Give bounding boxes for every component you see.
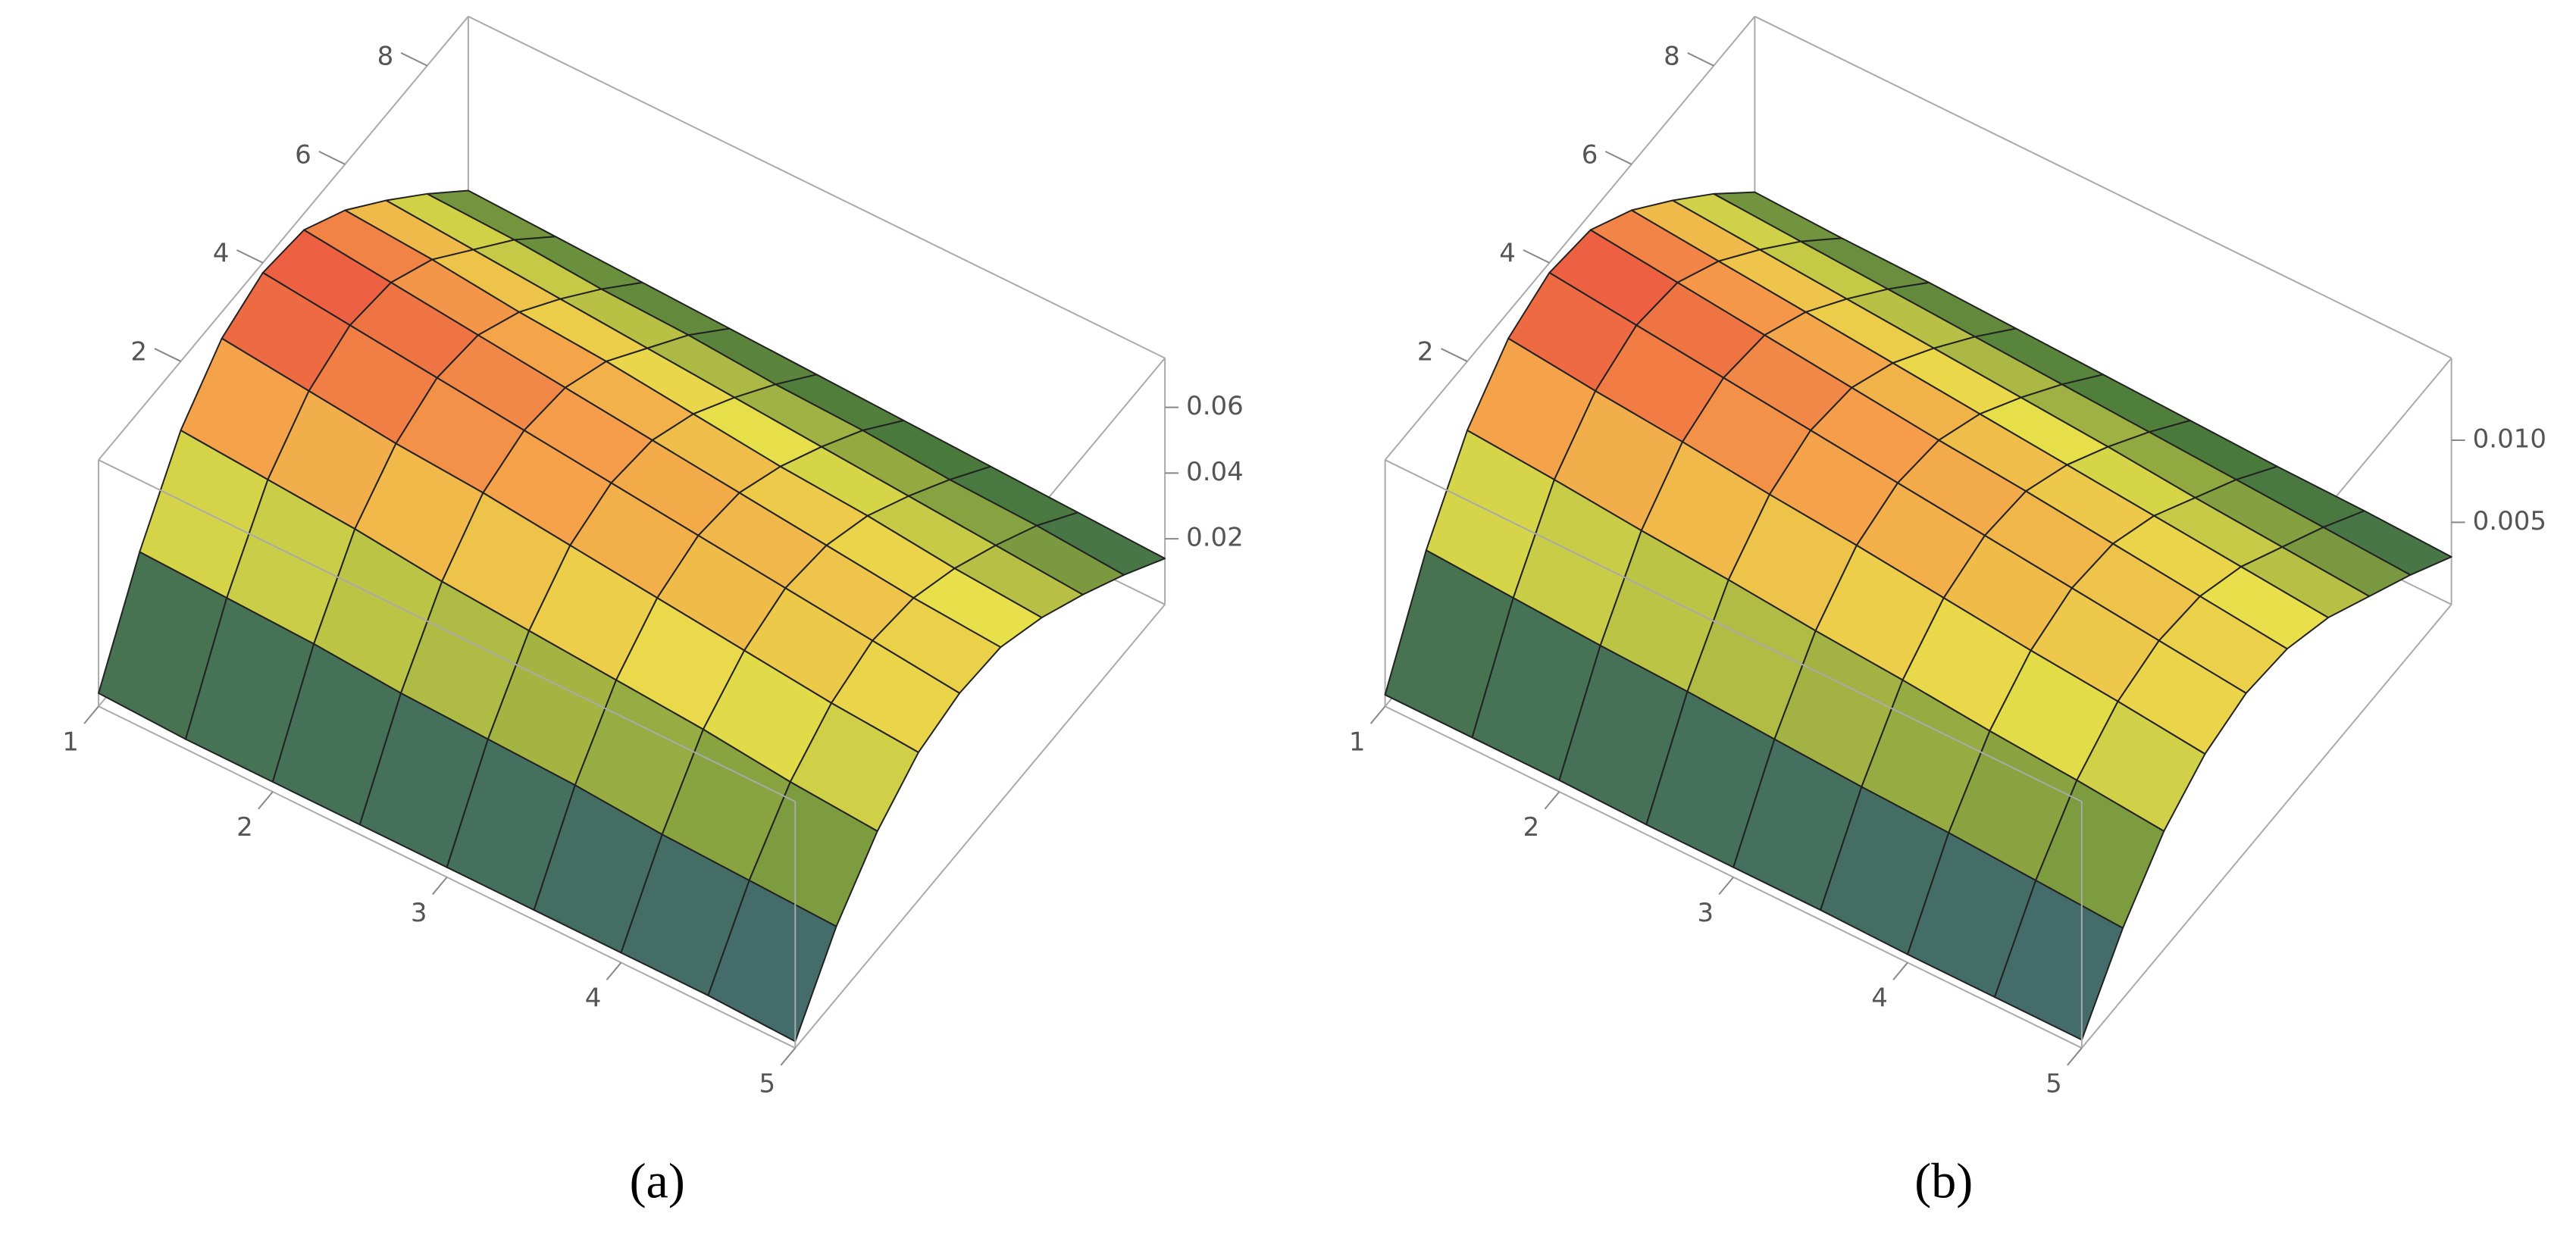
box-edge xyxy=(468,15,1166,359)
x-tick-label: 1 xyxy=(1349,727,1366,758)
x-tick-label: 5 xyxy=(759,1068,776,1099)
box-edge xyxy=(98,16,469,461)
x-tick-label: 4 xyxy=(585,983,602,1014)
y-tick-label: 6 xyxy=(1582,139,1598,170)
box-edge xyxy=(1385,705,2083,1049)
x-tick xyxy=(2067,1047,2083,1066)
y-tick xyxy=(154,348,181,362)
box-edge xyxy=(2081,604,2452,1049)
box-edge xyxy=(794,604,1166,1049)
box-edge xyxy=(98,705,796,1049)
z-tick-label: 0.06 xyxy=(1186,391,1244,421)
surface-cell xyxy=(707,880,837,1043)
x-tick xyxy=(1369,705,1386,724)
x-tick xyxy=(431,877,448,896)
z-tick-label: 0.010 xyxy=(2473,424,2546,455)
y-tick-label: 8 xyxy=(1664,41,1680,71)
x-tick xyxy=(606,961,622,980)
y-tick xyxy=(1687,52,1714,67)
box-edge xyxy=(98,459,796,802)
y-tick-label: 8 xyxy=(377,41,394,71)
x-tick-label: 4 xyxy=(1871,983,1888,1014)
y-tick-label: 4 xyxy=(213,238,230,268)
y-tick-label: 2 xyxy=(1417,337,1434,367)
z-tick-label: 0.005 xyxy=(2473,506,2546,536)
x-tick-label: 1 xyxy=(62,727,79,758)
x-tick xyxy=(258,791,274,810)
z-tick-label: 0.04 xyxy=(1186,457,1244,487)
caption: (a) xyxy=(630,1153,685,1208)
box-edge xyxy=(1384,16,1756,461)
y-tick xyxy=(1604,150,1632,165)
y-tick-label: 4 xyxy=(1499,238,1516,268)
y-tick xyxy=(318,150,346,165)
x-tick-label: 3 xyxy=(1697,898,1714,928)
y-tick xyxy=(1441,348,1468,362)
y-tick-label: 6 xyxy=(295,139,311,170)
box-edge xyxy=(1754,15,2452,359)
x-tick-label: 5 xyxy=(2045,1068,2062,1099)
x-tick xyxy=(1892,961,1908,980)
caption: (b) xyxy=(1914,1153,1973,1208)
y-tick xyxy=(1523,249,1550,264)
x-tick xyxy=(1544,791,1560,810)
y-tick xyxy=(400,52,428,67)
surface-cell xyxy=(1993,880,2124,1041)
x-tick xyxy=(83,705,99,724)
x-tick xyxy=(1718,877,1735,896)
y-tick xyxy=(236,249,264,264)
x-tick xyxy=(780,1047,797,1066)
y-tick-label: 2 xyxy=(130,337,147,367)
z-tick-label: 0.02 xyxy=(1186,523,1244,553)
x-tick-label: 2 xyxy=(1523,812,1540,843)
box-edge xyxy=(1385,459,2083,802)
x-tick-label: 2 xyxy=(236,812,253,843)
x-tick-label: 3 xyxy=(411,898,427,928)
